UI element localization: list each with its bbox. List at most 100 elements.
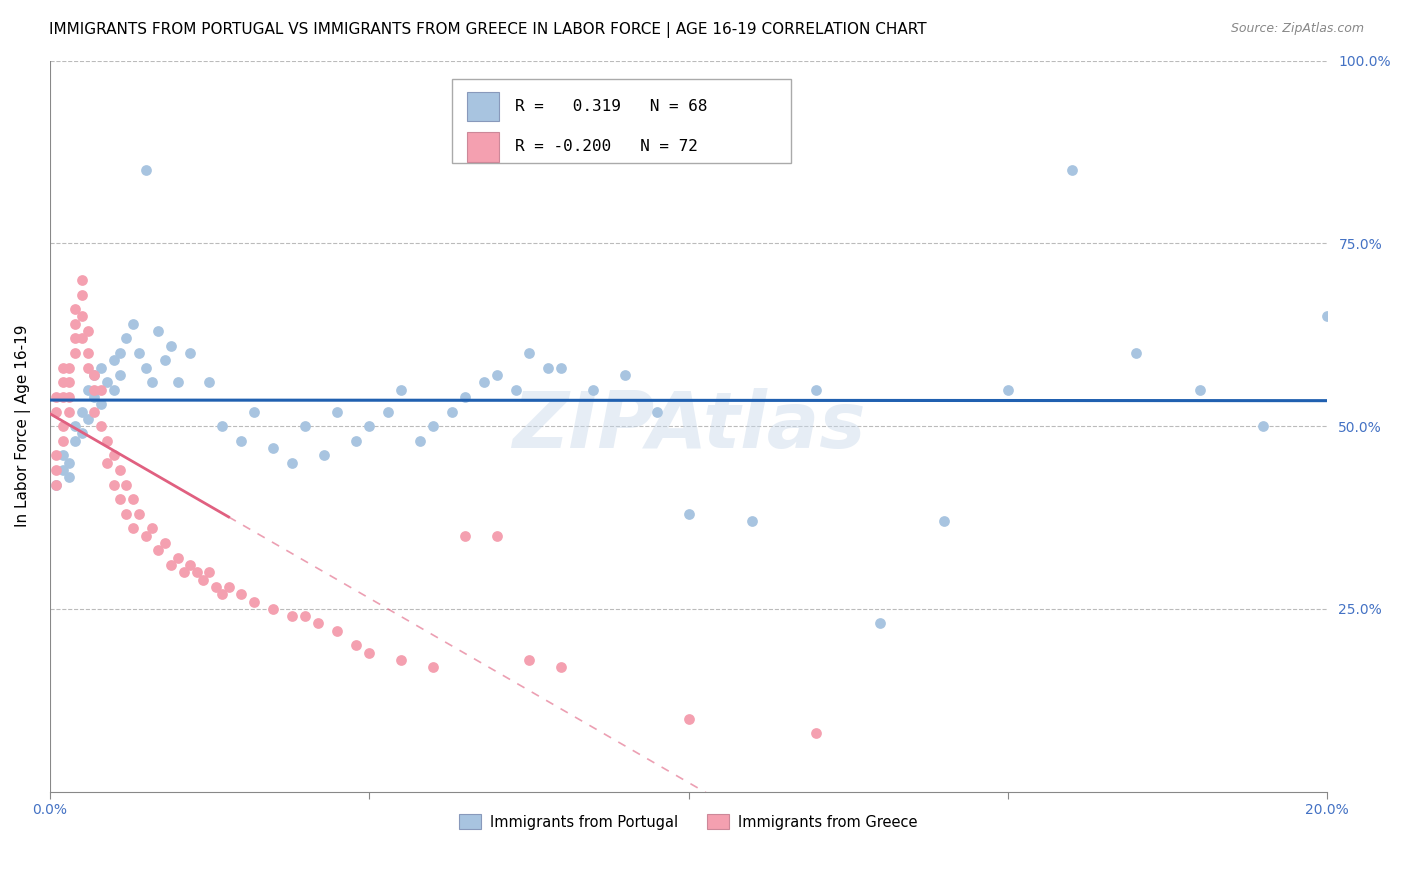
Point xyxy=(582,383,605,397)
Point xyxy=(294,609,316,624)
Point xyxy=(741,514,763,528)
Point xyxy=(45,404,67,418)
Legend: Immigrants from Portugal, Immigrants from Greece: Immigrants from Portugal, Immigrants fro… xyxy=(454,808,924,836)
Point xyxy=(389,383,412,397)
Point xyxy=(198,376,221,390)
Point xyxy=(179,558,201,572)
Point xyxy=(231,587,253,601)
Point xyxy=(103,477,125,491)
Point xyxy=(83,368,105,382)
Point xyxy=(211,419,233,434)
Point xyxy=(191,573,214,587)
Point xyxy=(550,360,572,375)
Point xyxy=(108,492,131,507)
Point xyxy=(51,434,73,448)
Point xyxy=(58,470,80,484)
Point xyxy=(90,383,112,397)
Point xyxy=(108,368,131,382)
Point xyxy=(70,404,93,418)
Point xyxy=(83,390,105,404)
Point xyxy=(550,660,572,674)
Text: R = -0.200   N = 72: R = -0.200 N = 72 xyxy=(515,139,697,154)
Point xyxy=(45,477,67,491)
Point xyxy=(121,521,143,535)
Point xyxy=(359,419,381,434)
Point xyxy=(141,521,163,535)
Point xyxy=(58,456,80,470)
Point xyxy=(1125,346,1147,360)
Point xyxy=(153,536,176,550)
Text: R =   0.319   N = 68: R = 0.319 N = 68 xyxy=(515,99,707,114)
Point xyxy=(344,434,367,448)
Point xyxy=(472,376,495,390)
Point xyxy=(218,580,240,594)
Point xyxy=(505,383,527,397)
Point xyxy=(344,639,367,653)
Point xyxy=(115,331,138,345)
Point xyxy=(77,360,100,375)
Point xyxy=(613,368,636,382)
Point xyxy=(51,419,73,434)
Point xyxy=(70,273,93,287)
Point xyxy=(83,404,105,418)
FancyBboxPatch shape xyxy=(453,78,790,163)
Point xyxy=(103,383,125,397)
Point xyxy=(231,434,253,448)
Point xyxy=(359,646,381,660)
Point xyxy=(517,653,540,667)
Point xyxy=(869,616,891,631)
Point xyxy=(1188,383,1211,397)
Point xyxy=(51,390,73,404)
Point xyxy=(262,441,284,455)
Point xyxy=(108,346,131,360)
Point xyxy=(83,368,105,382)
Point xyxy=(65,302,87,317)
Point xyxy=(115,477,138,491)
Point xyxy=(58,360,80,375)
Point xyxy=(90,419,112,434)
Point xyxy=(211,587,233,601)
Point xyxy=(326,404,349,418)
Point xyxy=(517,346,540,360)
Point xyxy=(422,660,444,674)
Point xyxy=(96,456,118,470)
Point xyxy=(77,412,100,426)
Point xyxy=(678,712,700,726)
Point xyxy=(243,594,266,608)
Point xyxy=(243,404,266,418)
Point xyxy=(678,507,700,521)
Point xyxy=(51,448,73,462)
Text: IMMIGRANTS FROM PORTUGAL VS IMMIGRANTS FROM GREECE IN LABOR FORCE | AGE 16-19 CO: IMMIGRANTS FROM PORTUGAL VS IMMIGRANTS F… xyxy=(49,22,927,38)
Point xyxy=(485,529,508,543)
Point xyxy=(314,448,336,462)
Point xyxy=(1316,310,1339,324)
Point xyxy=(70,331,93,345)
Point xyxy=(997,383,1019,397)
Point xyxy=(281,456,304,470)
Point xyxy=(186,566,208,580)
Point xyxy=(103,448,125,462)
Point xyxy=(932,514,955,528)
Point xyxy=(148,543,170,558)
Point xyxy=(121,492,143,507)
Point xyxy=(77,324,100,338)
Point xyxy=(205,580,228,594)
Point xyxy=(153,353,176,368)
Point xyxy=(166,550,188,565)
Point xyxy=(173,566,195,580)
Point xyxy=(65,331,87,345)
Point xyxy=(537,360,560,375)
Point xyxy=(77,383,100,397)
Point xyxy=(115,507,138,521)
Point xyxy=(96,376,118,390)
Point xyxy=(160,339,183,353)
Point xyxy=(45,463,67,477)
Point xyxy=(135,163,157,178)
Point xyxy=(65,346,87,360)
Point xyxy=(1253,419,1275,434)
Point xyxy=(806,726,828,740)
Point xyxy=(166,376,188,390)
Y-axis label: In Labor Force | Age 16-19: In Labor Force | Age 16-19 xyxy=(15,325,31,527)
Point xyxy=(160,558,183,572)
Point xyxy=(326,624,349,638)
